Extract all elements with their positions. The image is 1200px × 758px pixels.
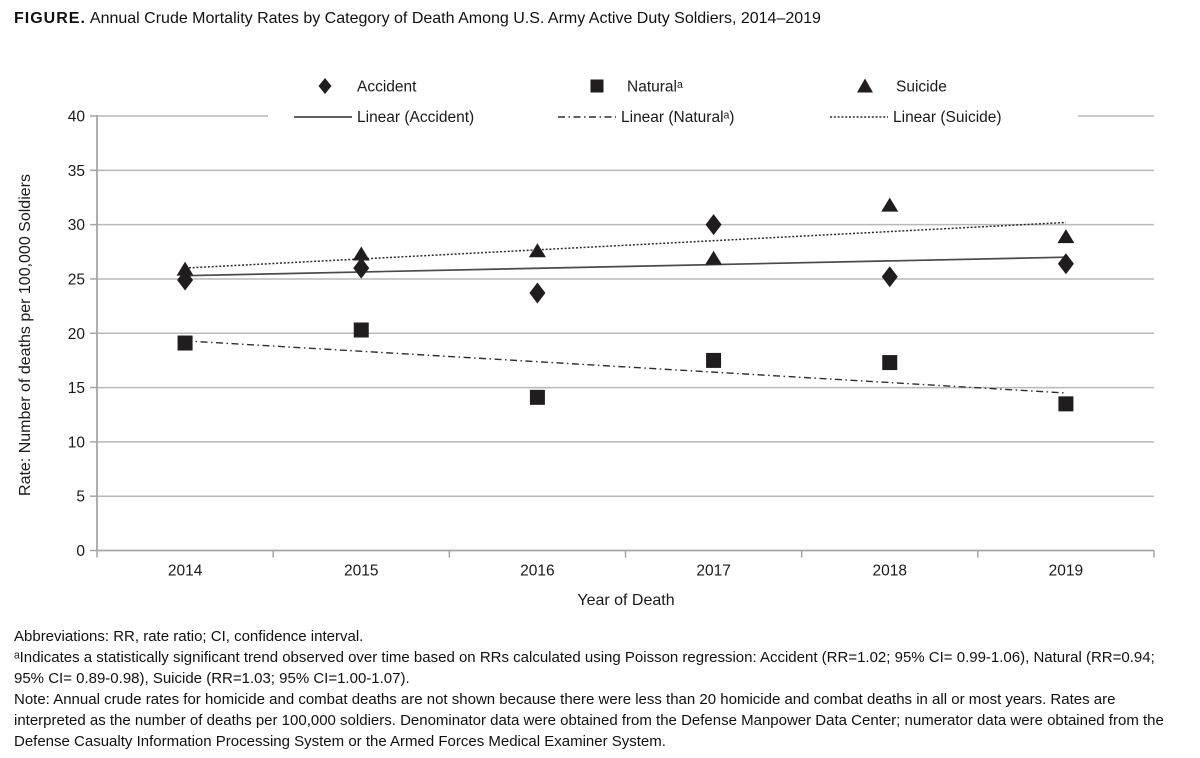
suicide-triangle-icon xyxy=(857,78,873,93)
marker-diamond-2016 xyxy=(529,282,546,304)
footnote-note: Note: Annual crude rates for homicide an… xyxy=(14,691,1164,750)
chart-plot-area: Rate: Number of deaths per 100,000 Soldi… xyxy=(17,68,1155,609)
marker-square-2016 xyxy=(529,389,545,405)
legend-suicide-label: Suicide xyxy=(896,79,947,96)
figure-title-text: Annual Crude Mortality Rates by Category… xyxy=(89,10,821,27)
y-tick-label: 15 xyxy=(68,380,85,397)
marker-triangle-2017 xyxy=(705,250,723,265)
legend-background xyxy=(268,68,1078,128)
x-tick-label: 2015 xyxy=(344,563,378,580)
marker-square-2017 xyxy=(706,352,722,368)
marker-square-2015 xyxy=(353,322,369,338)
legend-natural-label: Naturalᵃ xyxy=(627,79,683,96)
legend-linear-accident-label: Linear (Accident) xyxy=(357,109,474,126)
marker-triangle-2016 xyxy=(528,243,546,258)
x-tick-label: 2017 xyxy=(696,563,730,580)
marker-triangle-2015 xyxy=(352,246,370,261)
marker-square-2014 xyxy=(177,335,193,351)
y-tick-label: 25 xyxy=(68,271,85,288)
legend-accident-label: Accident xyxy=(357,79,417,96)
natural-square-icon xyxy=(590,79,604,93)
x-tick-label: 2019 xyxy=(1049,563,1083,580)
x-tick-label: 2014 xyxy=(168,563,203,580)
marker-diamond-2017 xyxy=(705,214,722,236)
footnote-significance: ᵃIndicates a statistically significant t… xyxy=(14,649,1155,687)
trendline-natural xyxy=(185,340,1066,394)
y-tick-label: 30 xyxy=(68,217,86,234)
marker-square-2018 xyxy=(882,355,898,371)
accident-diamond-icon xyxy=(318,78,332,94)
y-tick-label: 20 xyxy=(68,326,86,343)
footnote-abbreviations: Abbreviations: RR, rate ratio; CI, confi… xyxy=(14,628,364,645)
x-tick-label: 2018 xyxy=(873,563,907,580)
y-axis-title: Rate: Number of deaths per 100,000 Soldi… xyxy=(17,174,34,496)
legend-linear-natural-label: Linear (Naturalᵃ) xyxy=(621,109,734,126)
trendline-suicide xyxy=(185,221,1066,269)
trendline-accident xyxy=(185,256,1066,277)
figure-label: FIGURE. xyxy=(14,10,86,27)
marker-diamond-2018 xyxy=(881,266,898,288)
legend: Accident Naturalᵃ Suicide Linear (Accide… xyxy=(268,68,1078,128)
marker-square-2019 xyxy=(1058,396,1074,412)
y-tick-label: 5 xyxy=(76,489,85,506)
y-tick-label: 40 xyxy=(68,109,86,126)
x-tick-label: 2016 xyxy=(520,563,554,580)
legend-linear-suicide-label: Linear (Suicide) xyxy=(893,109,1002,126)
marker-triangle-2014 xyxy=(176,261,194,276)
marker-triangle-2018 xyxy=(881,197,899,212)
y-tick-label: 10 xyxy=(68,434,86,451)
figure-title: FIGURE. Annual Crude Mortality Rates by C… xyxy=(14,10,821,28)
footnotes: Abbreviations: RR, rate ratio; CI, confi… xyxy=(14,626,1172,752)
x-axis-title: Year of Death xyxy=(577,592,674,609)
marker-triangle-2019 xyxy=(1057,229,1075,244)
marker-diamond-2019 xyxy=(1057,253,1074,275)
y-tick-label: 35 xyxy=(68,163,85,180)
y-tick-label: 0 xyxy=(76,543,85,560)
marker-diamond-2015 xyxy=(353,257,370,279)
